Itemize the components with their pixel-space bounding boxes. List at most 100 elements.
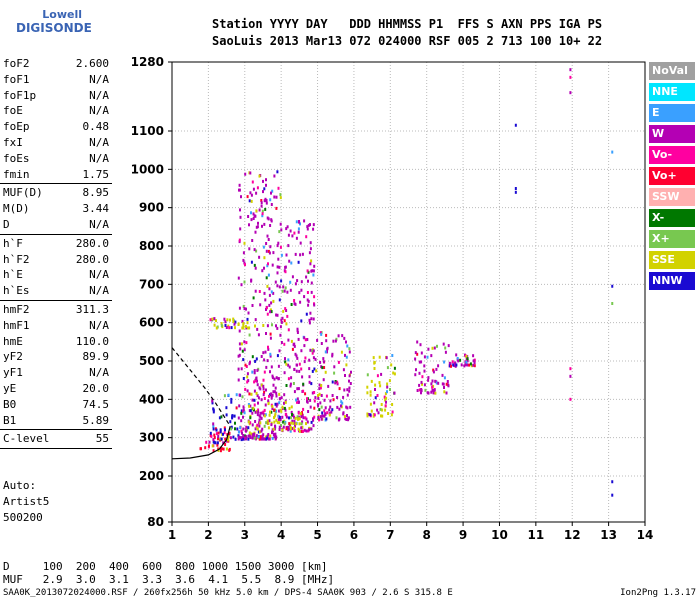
echo-point [336,382,339,386]
echo-point [288,422,291,426]
echo-point [312,356,315,360]
echo-point [460,363,463,367]
echo-point [260,383,263,387]
echo-point [277,257,280,261]
echo-point [309,311,312,315]
echo-point [442,342,445,346]
echo-point [300,288,303,292]
echo-point [321,366,324,370]
echo-point [379,407,382,411]
echo-point [242,322,245,325]
echo-point [205,440,208,444]
echo-point [318,408,321,412]
echo-point [254,324,256,328]
echo-point [253,403,256,407]
param-key: h`F2 [3,252,30,266]
echo-point [287,363,290,367]
echo-point [289,382,292,386]
echo-point [298,429,301,433]
echo-point [312,223,315,227]
echo-point [263,256,266,260]
isolated-echo-point [569,91,572,95]
echo-point [431,388,434,392]
echo-point [304,416,307,420]
echo-point [284,400,287,404]
echo-point [284,360,287,364]
echo-point [393,366,396,370]
param-key: h`Es [3,284,30,298]
echo-point [245,307,247,311]
echo-point [243,348,246,352]
echo-point [314,357,317,361]
echo-point [374,396,377,400]
echo-point [276,265,279,269]
echo-point [331,394,334,397]
echo-point [282,425,285,429]
echo-point [426,391,429,395]
echo-point [276,284,279,288]
echo-point [342,412,345,416]
echo-point [252,296,255,300]
param-value: N/A [89,135,109,149]
echo-point [255,225,258,229]
echo-point [345,405,348,409]
echo-point [432,368,435,372]
echo-point [232,319,235,323]
echo-point [387,412,390,415]
echo-point [427,376,430,380]
echo-point [271,436,274,440]
echo-point [273,416,275,420]
legend-item-w: W [649,125,695,143]
echo-point [305,429,308,433]
echo-point [295,363,298,367]
param-row: fxI N/A [0,135,112,151]
echo-point [230,425,233,429]
echo-point [262,387,265,391]
echo-point [376,408,379,412]
echo-point [381,414,384,418]
echo-point [295,236,298,240]
echo-point [270,410,273,414]
echo-point [269,336,272,340]
echo-point [276,170,279,174]
echo-point [295,398,298,402]
echo-point [273,408,276,412]
echo-point [283,342,286,346]
echo-point [320,384,323,387]
echo-point [280,341,283,344]
x-tick-label: 5 [313,528,321,542]
echo-point [454,361,457,365]
echo-point [287,425,290,429]
echo-point [313,264,316,268]
echo-point [416,352,419,356]
echo-point [212,424,215,428]
echo-point [432,391,435,395]
echo-point [272,427,275,431]
echo-point [225,439,228,443]
echo-point [290,410,293,414]
echo-point [278,392,281,396]
echo-point [275,404,278,408]
echo-point [255,191,258,195]
echo-point [391,410,394,414]
echo-point [248,404,251,408]
echo-point [299,222,301,226]
param-row: h`F 280.0 [0,236,112,252]
echo-point [285,309,288,312]
echo-point [275,436,277,440]
echo-point [261,212,264,216]
echo-point [304,356,307,360]
echo-point [247,437,250,441]
echo-point [240,367,243,371]
echo-point [278,265,281,269]
echo-point [433,346,436,350]
echo-point [237,378,240,382]
echo-point [228,431,231,435]
echo-point [283,401,285,405]
echo-point [320,365,323,369]
echo-point [299,412,302,416]
echo-point [240,411,243,415]
echo-point [224,437,227,441]
echo-point [273,174,276,178]
echo-point [268,413,271,417]
